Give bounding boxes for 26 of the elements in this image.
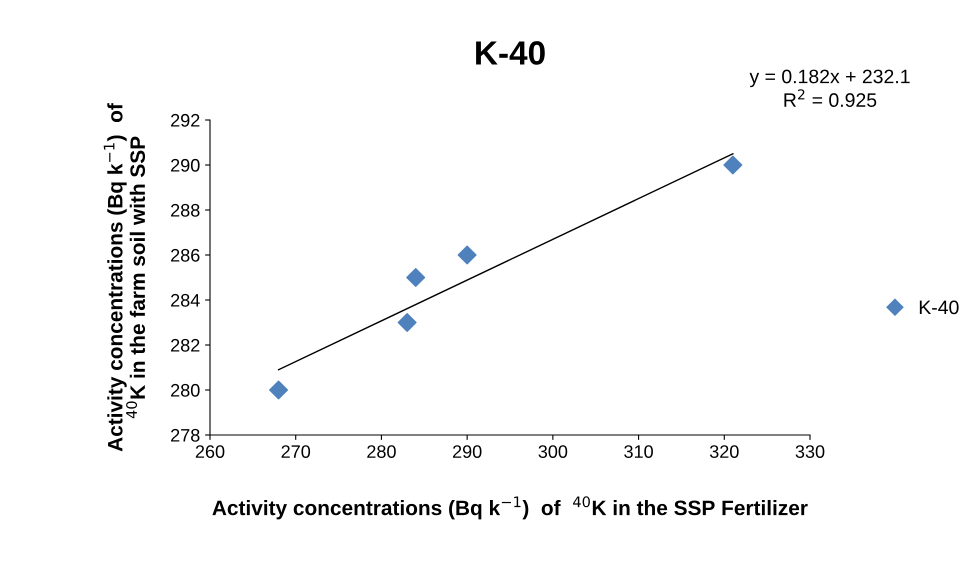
x-tick-label: 300 — [538, 445, 568, 458]
x-tick-label: 260 — [196, 445, 224, 458]
x-tick-label: 270 — [282, 445, 310, 458]
point — [458, 246, 477, 264]
chart-title: K-40 — [476, 41, 545, 65]
y-tick-label: 288 — [171, 204, 200, 217]
point — [398, 313, 417, 332]
y-tick-label: 278 — [171, 428, 200, 442]
point — [406, 268, 426, 287]
x-axis-title: Activity concentrations (Bq k$^{−1}$) of $^{40}$K in the SSP Fertilizer — [212, 496, 808, 520]
x-tick-label: 320 — [710, 445, 739, 458]
x-tick-label: 290 — [452, 445, 482, 458]
text: y = 0.182x + 232.1 R$^{2}$ = 0.925 — [750, 70, 910, 107]
y-tick-label: 282 — [171, 338, 200, 352]
point — [723, 156, 742, 174]
point — [269, 380, 288, 400]
text: Activity concentrations (Bq k$^{−1}$) of $^{40}$K in the farm soil with SSP — [104, 103, 146, 452]
legend-label: K-40 — [920, 300, 959, 314]
x-tick-label: 310 — [624, 445, 653, 458]
x-tick-label: 330 — [796, 445, 824, 458]
y-tick-label: 292 — [171, 114, 200, 127]
y-tick-label: 290 — [171, 158, 200, 172]
y-tick-label: 286 — [171, 248, 200, 262]
x-tick-label: 280 — [367, 445, 396, 458]
y-tick-label: 284 — [171, 294, 200, 307]
y-tick-label: 280 — [171, 384, 200, 397]
